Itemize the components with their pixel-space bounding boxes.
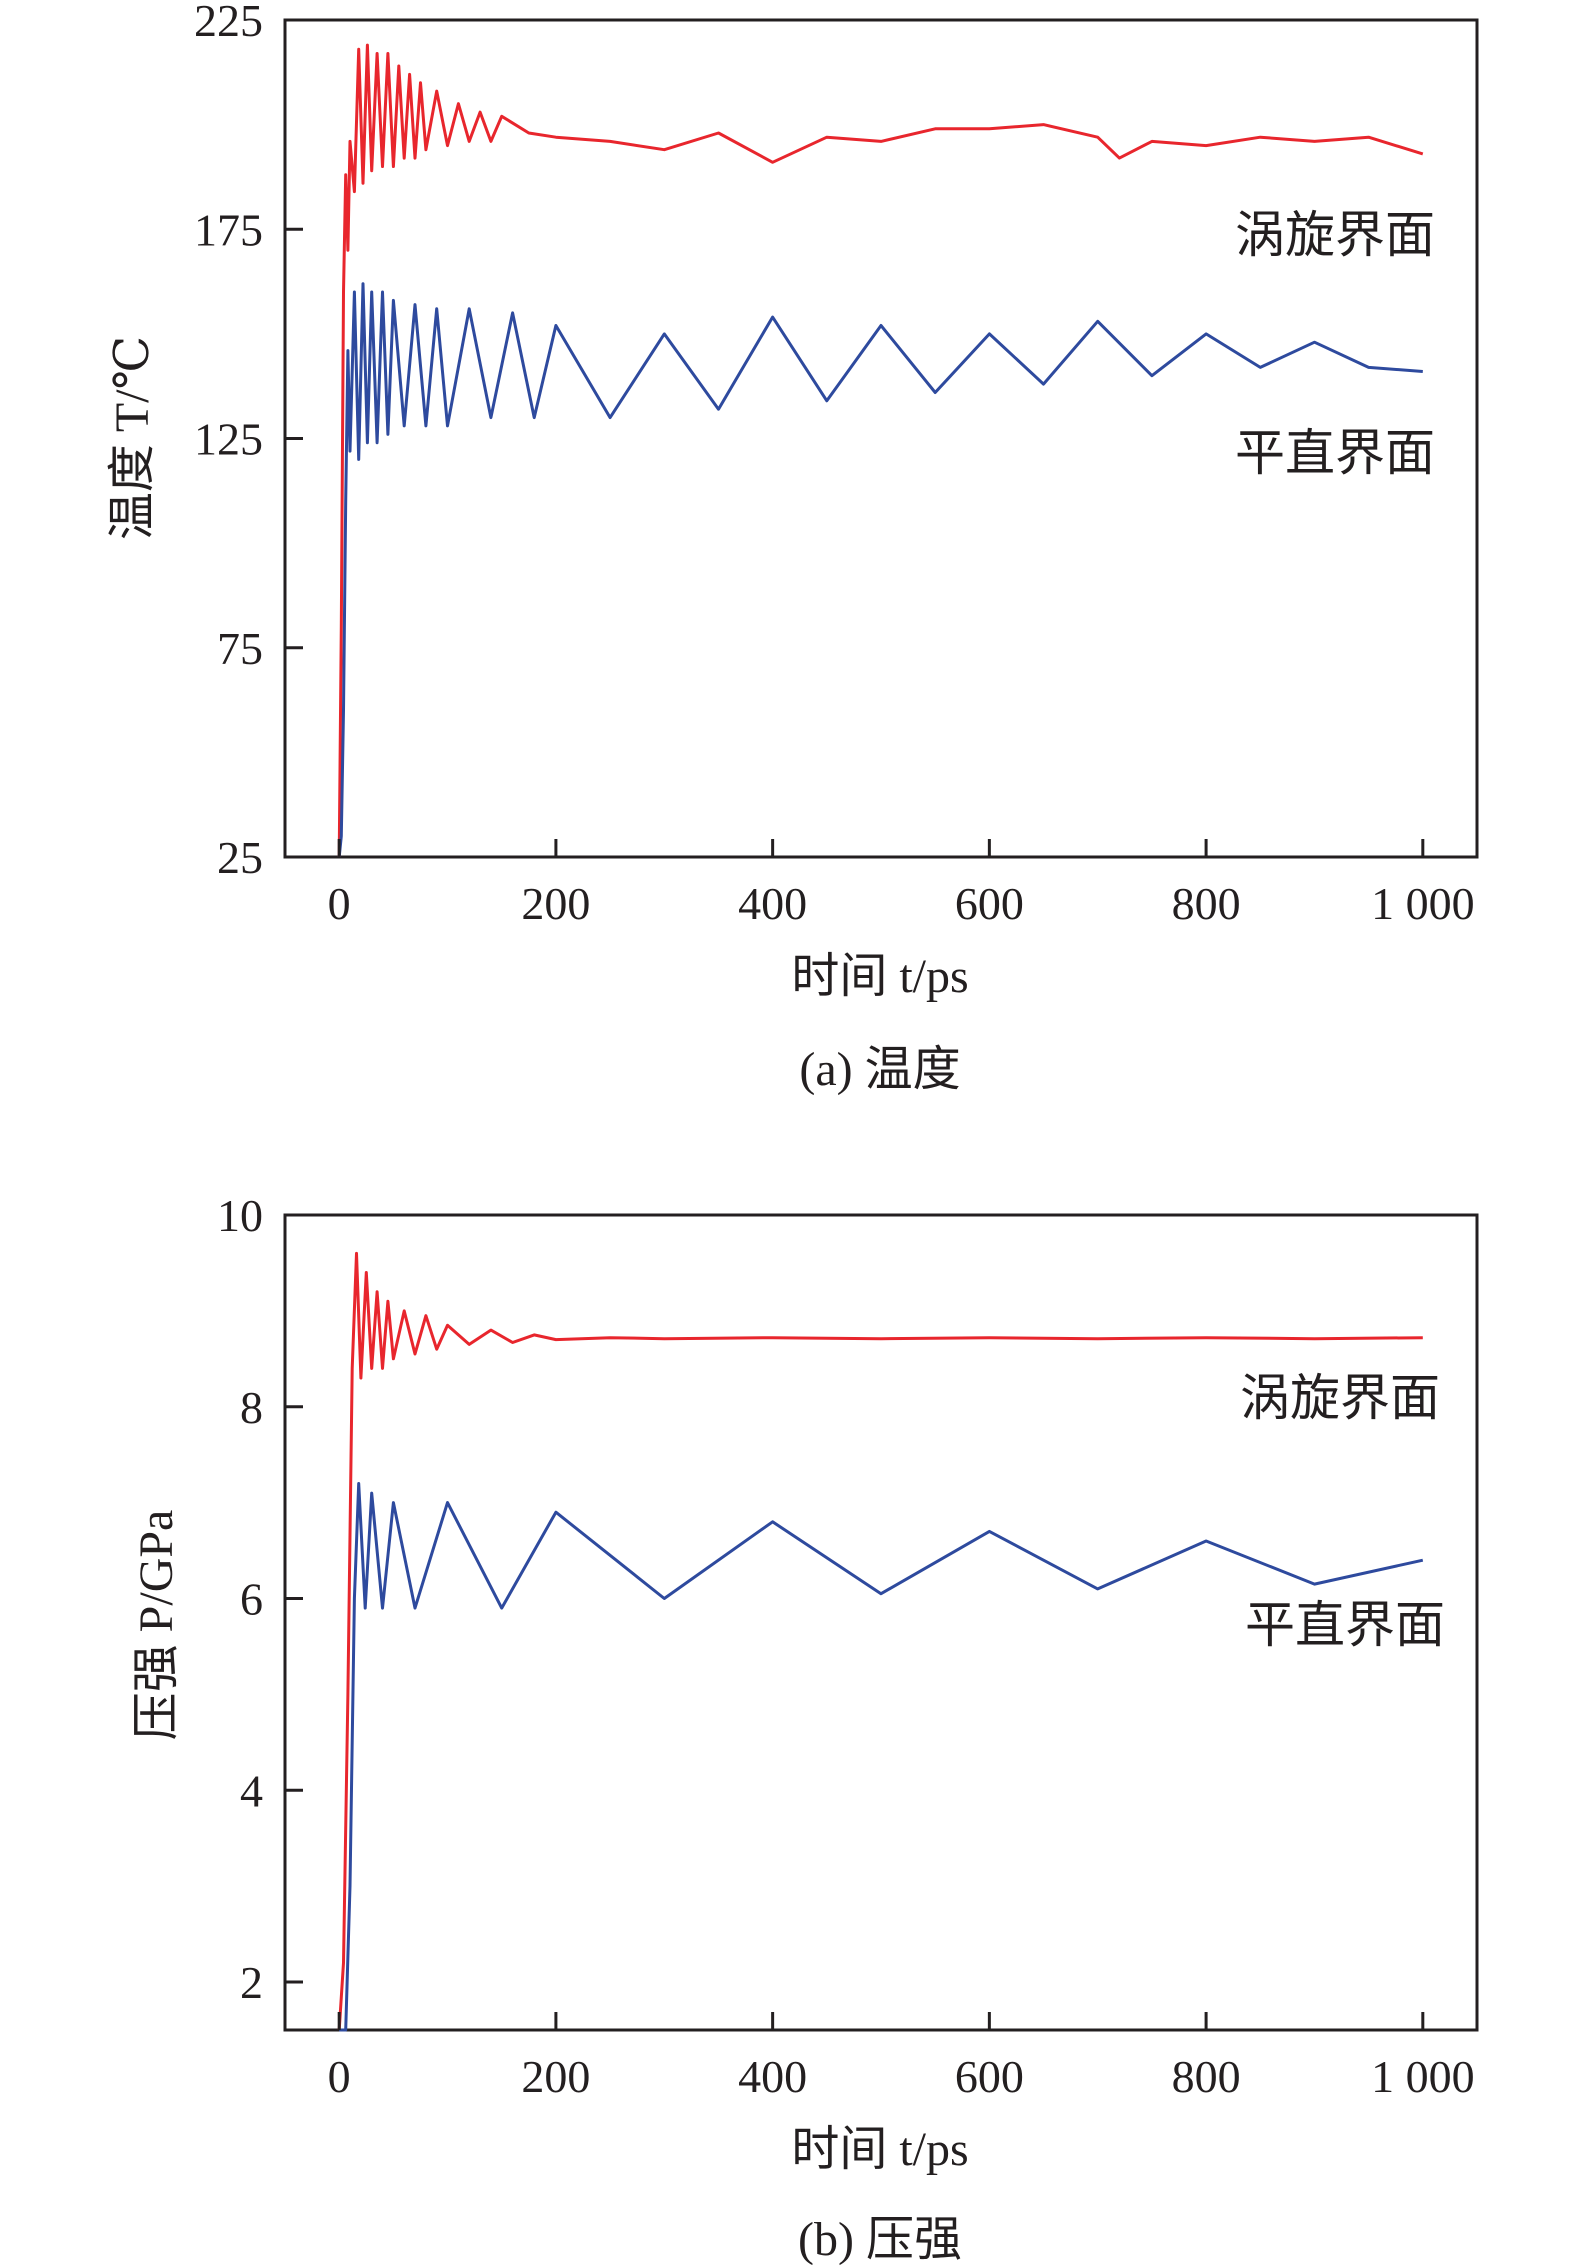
series-layer (337, 1251, 1424, 2032)
ticks-layer (285, 18, 1425, 859)
x-tick-label: 0 (328, 878, 351, 929)
x-tick-label: 400 (738, 878, 807, 929)
series-line-1 (337, 282, 1423, 858)
x-tick-label: 200 (521, 2051, 590, 2102)
y-tick-label: 6 (240, 1574, 263, 1625)
x-tick-label: 1 000 (1371, 2051, 1475, 2102)
y-tick-labels: 25 75 125 175 225 (194, 0, 263, 883)
ticks-layer (285, 1213, 1425, 2030)
y-tick-label: 2 (240, 1957, 263, 2008)
series-line-0 (337, 1251, 1423, 2031)
x-tick-labels: 0 200 400 600 800 1 000 (328, 878, 1475, 929)
y-tick-label: 225 (194, 0, 263, 46)
x-tick-label: 1 000 (1371, 878, 1475, 929)
series-label-vortex: 涡旋界面 (1235, 206, 1435, 264)
x-tick-label: 200 (521, 878, 590, 929)
x-tick-label: 400 (738, 2051, 807, 2102)
series-label-vortex: 涡旋界面 (1240, 1369, 1440, 1427)
chart-caption: (b) 压强 (798, 2213, 962, 2266)
series-label-flat: 平直界面 (1235, 424, 1435, 482)
y-tick-label: 4 (240, 1765, 263, 1816)
x-tick-labels: 0 200 400 600 800 1 000 (328, 2051, 1475, 2102)
series-line-0 (337, 43, 1424, 858)
y-tick-label: 25 (217, 832, 263, 883)
pressure-chart: 2 4 6 8 10 0 200 400 600 800 1 000 压强 P/GPa 时间 t/… (130, 1190, 1479, 2266)
y-tick-labels: 2 4 6 8 10 (217, 1190, 263, 2008)
series-label-flat: 平直界面 (1245, 1596, 1445, 1654)
x-tick-label: 0 (328, 2051, 351, 2102)
plot-frame (283, 1213, 1479, 2032)
y-tick-label: 8 (240, 1382, 263, 1433)
chart-caption: (a) 温度 (799, 1043, 960, 1096)
y-axis-title: 温度 T/℃ (106, 336, 159, 540)
x-axis-title: 时间 t/ps (791, 950, 968, 1003)
x-tick-label: 600 (955, 878, 1024, 929)
x-axis-title: 时间 t/ps (791, 2123, 968, 2176)
x-tick-label: 600 (955, 2051, 1024, 2102)
y-tick-label: 175 (194, 204, 263, 255)
series-line-1 (339, 1482, 1424, 2032)
series-layer (337, 43, 1424, 858)
x-tick-label: 800 (1172, 2051, 1241, 2102)
x-tick-label: 800 (1172, 878, 1241, 929)
y-axis-title: 压强 P/GPa (130, 1510, 183, 1741)
y-tick-label: 75 (217, 623, 263, 674)
y-tick-label: 125 (194, 414, 263, 465)
y-tick-label: 10 (217, 1190, 263, 1241)
